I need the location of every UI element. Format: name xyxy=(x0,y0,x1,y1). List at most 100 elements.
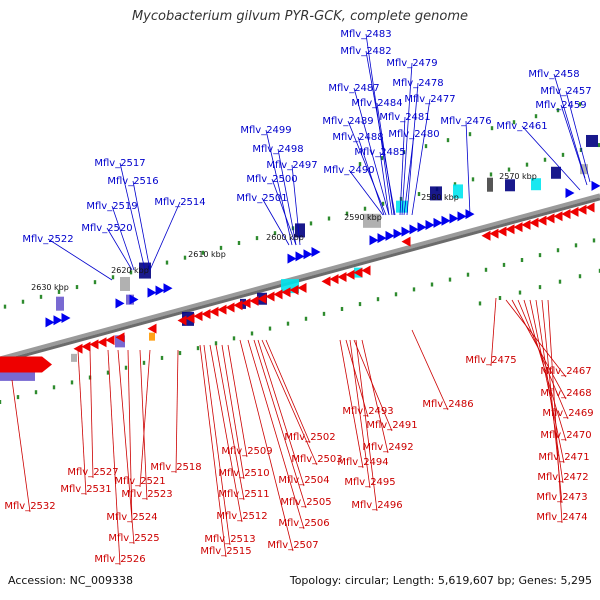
gene-label: Mflv_2498 xyxy=(252,144,303,155)
forward-gene-arrow xyxy=(295,251,305,262)
scale-tick xyxy=(484,267,488,272)
label-leader-line xyxy=(379,151,390,216)
label-leader-line xyxy=(119,162,146,271)
gene-label: Mflv_2467 xyxy=(540,366,591,377)
gene-label: Mflv_2519 xyxy=(86,201,137,212)
label-leader-line xyxy=(291,164,301,246)
reverse-gene-arrow xyxy=(505,224,515,235)
cog-box xyxy=(71,353,77,362)
label-leader-line xyxy=(139,349,148,501)
reverse-gene-arrow xyxy=(273,289,283,300)
gene-label: Mflv_2518 xyxy=(150,462,201,473)
label-leader-line xyxy=(355,339,378,512)
scale-tick xyxy=(232,336,236,341)
gene-label: Mflv_2510 xyxy=(218,468,269,479)
scale-tick xyxy=(448,277,452,282)
scale-tick xyxy=(597,143,600,148)
reverse-gene-arrow xyxy=(545,213,555,224)
cog-box xyxy=(586,134,598,147)
gene-label: Mflv_2486 xyxy=(422,399,473,410)
label-leader-line xyxy=(139,349,151,488)
scale-tick xyxy=(165,260,169,265)
scale-tick xyxy=(183,255,187,260)
label-leader-line xyxy=(239,339,294,552)
cog-box xyxy=(295,223,305,238)
scale-tick xyxy=(106,370,110,375)
label-leader-line xyxy=(215,344,245,501)
label-leader-line xyxy=(465,120,471,216)
gene-label: Mflv_2499 xyxy=(240,125,291,136)
scale-tick xyxy=(446,138,450,143)
forward-gene-arrow xyxy=(565,187,575,198)
gene-label: Mflv_2458 xyxy=(528,69,579,80)
backbone-upper xyxy=(0,193,600,361)
scale-tick xyxy=(57,289,61,294)
cog-box xyxy=(56,296,64,311)
cog-box xyxy=(149,332,155,341)
cog-box xyxy=(551,166,561,179)
forward-gene-arrow xyxy=(385,230,395,241)
scale-tick xyxy=(478,301,482,306)
label-leader-line xyxy=(199,344,227,558)
gene-label: Mflv_2476 xyxy=(440,116,491,127)
scale-tick xyxy=(52,385,56,390)
scale-tick xyxy=(558,279,562,284)
cog-box xyxy=(139,262,151,279)
gene-label: Mflv_2473 xyxy=(536,492,587,503)
gene-label: Mflv_2514 xyxy=(154,197,205,208)
scale-tick xyxy=(424,144,428,149)
kbp-marker: 2590 kbp xyxy=(344,213,382,222)
gene-label: Mflv_2521 xyxy=(114,476,165,487)
label-leader-line xyxy=(203,344,231,546)
scale-tick xyxy=(309,221,313,226)
scale-tick xyxy=(129,270,133,275)
reverse-gene-arrow xyxy=(321,276,331,287)
scale-tick xyxy=(543,157,547,162)
reverse-gene-arrow xyxy=(225,302,235,313)
scale-tick xyxy=(93,280,97,285)
label-leader-line xyxy=(127,349,133,524)
scale-tick xyxy=(363,206,367,211)
scale-tick xyxy=(507,167,511,172)
scale-tick xyxy=(466,272,470,277)
forward-gene-arrow xyxy=(441,215,451,226)
reverse-gene-arrow xyxy=(481,230,491,241)
gene-label: Mflv_2512 xyxy=(216,511,267,522)
gene-label: Mflv_2457 xyxy=(540,86,591,97)
scale-tick xyxy=(394,292,398,297)
gene-label: Mflv_2494 xyxy=(337,457,388,468)
forward-gene-arrow xyxy=(409,224,419,235)
gene-label: Mflv_2513 xyxy=(204,534,255,545)
gene-label: Mflv_2469 xyxy=(542,408,593,419)
scale-tick xyxy=(502,262,506,267)
gene-label: Mflv_2516 xyxy=(107,176,158,187)
scale-tick xyxy=(3,304,7,309)
label-leader-line xyxy=(89,349,94,479)
cog-box xyxy=(487,177,493,192)
scale-tick xyxy=(340,306,344,311)
label-leader-line xyxy=(77,349,87,496)
label-leader-line xyxy=(345,339,369,418)
gene-label: Mflv_2475 xyxy=(465,355,516,366)
gene-label: Mflv_2517 xyxy=(94,158,145,169)
reverse-gene-arrow xyxy=(89,339,99,350)
label-leader-line xyxy=(357,136,385,216)
label-leader-line xyxy=(175,349,179,474)
gene-label: Mflv_2482 xyxy=(340,46,391,57)
forward-gene-arrow xyxy=(449,213,459,224)
cog-box xyxy=(505,179,515,192)
scale-tick xyxy=(273,231,277,236)
cog-box xyxy=(531,178,541,191)
gene-label: Mflv_2532 xyxy=(4,501,55,512)
reverse-gene-arrow xyxy=(257,293,267,304)
scale-tick xyxy=(579,147,583,152)
reverse-gene-arrow xyxy=(0,356,52,373)
reverse-gene-arrow xyxy=(345,269,355,280)
scale-tick xyxy=(358,162,362,167)
reverse-gene-arrow xyxy=(81,341,91,352)
forward-gene-arrow xyxy=(417,222,427,233)
cog-box xyxy=(363,213,381,228)
label-leader-line xyxy=(553,73,586,179)
reverse-gene-arrow xyxy=(209,306,219,317)
